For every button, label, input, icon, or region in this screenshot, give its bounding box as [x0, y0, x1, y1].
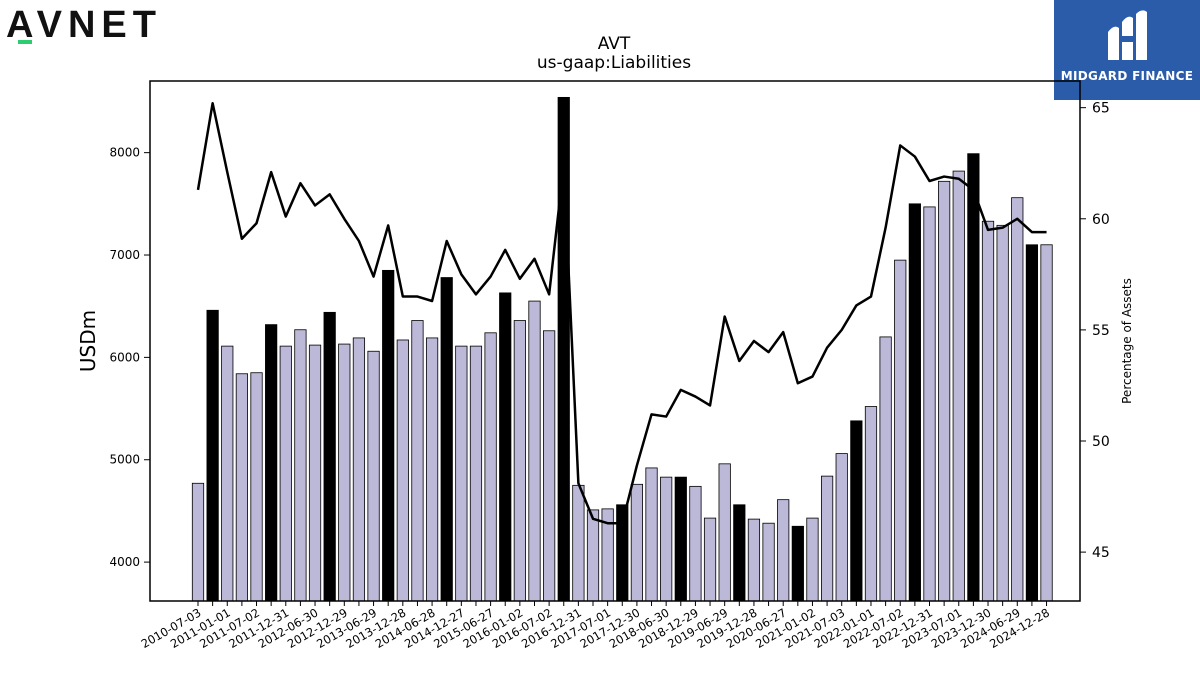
bar	[367, 350, 380, 602]
line-series	[196, 101, 1047, 525]
bar	[308, 344, 322, 602]
bar	[499, 292, 512, 602]
bar-series	[191, 96, 1053, 602]
avnet-logo-accent	[18, 40, 32, 44]
bar	[265, 324, 278, 602]
bar	[221, 345, 234, 602]
bar	[572, 484, 585, 602]
bar	[396, 339, 409, 602]
bar	[923, 206, 936, 602]
bar	[689, 485, 702, 602]
y-tick-label: 5000	[109, 453, 140, 467]
y-tick-label: 8000	[109, 146, 140, 160]
y-tick-label: 4000	[109, 555, 140, 569]
bar	[791, 525, 804, 602]
y-axis-label: USDm	[76, 310, 100, 372]
bar	[586, 509, 600, 602]
bar	[250, 372, 263, 602]
bar	[894, 259, 907, 602]
bar	[981, 220, 995, 602]
bar	[279, 345, 292, 602]
bar	[645, 467, 658, 602]
bar	[835, 453, 848, 602]
bar	[1040, 244, 1053, 602]
bar	[294, 329, 307, 602]
y2-axis-label: Percentage of Assets	[1120, 278, 1134, 404]
bar	[425, 337, 439, 602]
bar	[733, 504, 746, 602]
bar	[191, 482, 205, 602]
y2-tick-label: 60	[1092, 212, 1110, 228]
bar	[469, 345, 483, 602]
bar	[996, 224, 1009, 602]
bar	[747, 518, 761, 602]
bar	[674, 476, 687, 602]
y-tick-label: 7000	[109, 248, 140, 262]
midgard-finance-logo: MIDGARD FINANCE	[1054, 0, 1200, 100]
plot-frame	[149, 80, 1081, 602]
bar	[206, 309, 219, 602]
avnet-logo: AVNET	[6, 4, 162, 47]
bar	[806, 517, 819, 602]
chart-title: AVT	[598, 34, 631, 54]
bar	[938, 180, 951, 602]
bar	[879, 336, 892, 602]
bar	[513, 320, 526, 602]
y2-tick-label: 45	[1092, 545, 1110, 561]
y2-tick-label: 50	[1092, 434, 1110, 450]
bar	[762, 522, 775, 602]
x-axis: 2010-07-032011-01-012011-07-022011-12-31…	[139, 601, 1052, 651]
bar	[703, 517, 717, 602]
bar	[352, 337, 366, 602]
bar	[864, 406, 878, 602]
bar	[323, 311, 336, 602]
bar	[820, 475, 834, 602]
bar	[777, 499, 790, 602]
bar	[630, 483, 644, 602]
midgard-logo-mark-icon	[1108, 10, 1147, 61]
midgard-logo-text: MIDGARD FINANCE	[1060, 69, 1194, 83]
y2-tick-label: 65	[1092, 101, 1110, 117]
bar	[455, 345, 468, 602]
avnet-logo-text: AVNET	[6, 4, 162, 46]
bar	[235, 373, 248, 602]
bar	[952, 170, 965, 602]
chart-subtitle: us-gaap:Liabilities	[537, 53, 691, 73]
bar	[543, 330, 556, 602]
bar	[440, 277, 453, 602]
left-axis: 4000 5000 6000 7000 8000	[109, 146, 150, 569]
right-axis: 45 50 55 60 65	[1080, 101, 1110, 561]
bar	[1011, 197, 1024, 602]
percentage-line	[196, 101, 1047, 525]
bar	[660, 476, 673, 602]
bar	[1025, 244, 1039, 602]
bar	[528, 300, 541, 602]
bar	[484, 332, 497, 602]
bar	[850, 420, 863, 602]
bar	[411, 320, 424, 602]
bar	[718, 463, 731, 602]
bar	[382, 269, 395, 602]
bar	[967, 153, 980, 602]
bar	[338, 343, 351, 602]
y2-tick-label: 55	[1092, 323, 1110, 339]
bar	[908, 203, 921, 602]
y-tick-label: 6000	[109, 350, 140, 364]
